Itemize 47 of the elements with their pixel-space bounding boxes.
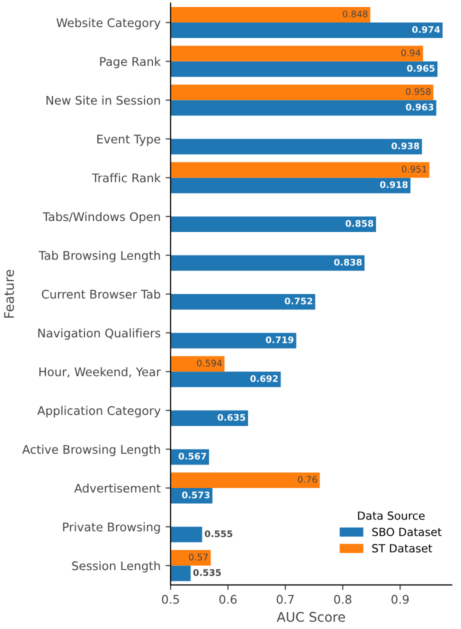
- y-tick-label: Application Category: [37, 406, 160, 418]
- y-tick-label: Private Browsing: [63, 522, 160, 534]
- x-tick-label: 0.8: [334, 594, 352, 604]
- y-tick-label: Tabs/Windows Open: [42, 212, 160, 224]
- y-tick-label: Event Type: [97, 134, 160, 146]
- legend-title: Data Source: [358, 511, 425, 520]
- y-tick-label: Page Rank: [100, 56, 161, 68]
- data-label: 0.692: [250, 375, 278, 382]
- x-tick-label: 0.9: [392, 594, 409, 604]
- data-label: 0.752: [284, 298, 312, 304]
- data-label: 0.965: [407, 64, 435, 72]
- y-tick-label: Navigation Qualifiers: [38, 328, 160, 340]
- x-axis-title: AUC Score: [276, 612, 345, 622]
- data-label: 0.974: [412, 26, 440, 33]
- y-axis-title: Feature: [4, 270, 14, 318]
- x-tick-label: 0.6: [219, 594, 237, 604]
- data-label: 0.848: [342, 10, 368, 18]
- y-tick-label: Tab Browsing Length: [38, 250, 160, 262]
- legend-label: SBO Dataset: [372, 528, 442, 536]
- data-label: 0.555: [204, 530, 232, 538]
- data-label: 0.635: [218, 414, 246, 421]
- data-label: 0.938: [392, 142, 420, 150]
- y-tick-label: Hour, Weekend, Year: [39, 367, 161, 378]
- y-tick-label: Advertisement: [74, 484, 161, 493]
- y-tick-label: Active Browsing Length: [22, 444, 160, 456]
- data-label: 0.838: [334, 258, 362, 266]
- legend-label: ST Dataset: [372, 544, 432, 552]
- data-label: 0.535: [193, 569, 221, 576]
- y-tick-label: Current Browser Tab: [42, 290, 160, 299]
- data-label: 0.719: [266, 336, 294, 344]
- data-label: 0.918: [380, 181, 408, 188]
- data-label: 0.958: [406, 88, 431, 95]
- x-tick-label: 0.7: [276, 594, 294, 604]
- data-label: 0.594: [197, 360, 222, 366]
- y-tick-label: Traffic Rank: [92, 173, 161, 182]
- data-label: 0.963: [406, 104, 434, 110]
- data-label: 0.567: [178, 452, 206, 460]
- data-label: 0.573: [182, 492, 210, 498]
- data-label: 0.951: [402, 166, 426, 173]
- y-tick-label: New Site in Session: [46, 96, 160, 105]
- data-label: 0.858: [346, 220, 374, 227]
- data-label: 0.94: [401, 49, 420, 56]
- data-label: 0.57: [188, 554, 208, 560]
- y-tick-label: Session Length: [72, 561, 160, 573]
- y-tick-label: Website Category: [56, 18, 160, 30]
- x-tick-label: 0.5: [162, 594, 179, 604]
- data-label: 0.76: [298, 476, 317, 483]
